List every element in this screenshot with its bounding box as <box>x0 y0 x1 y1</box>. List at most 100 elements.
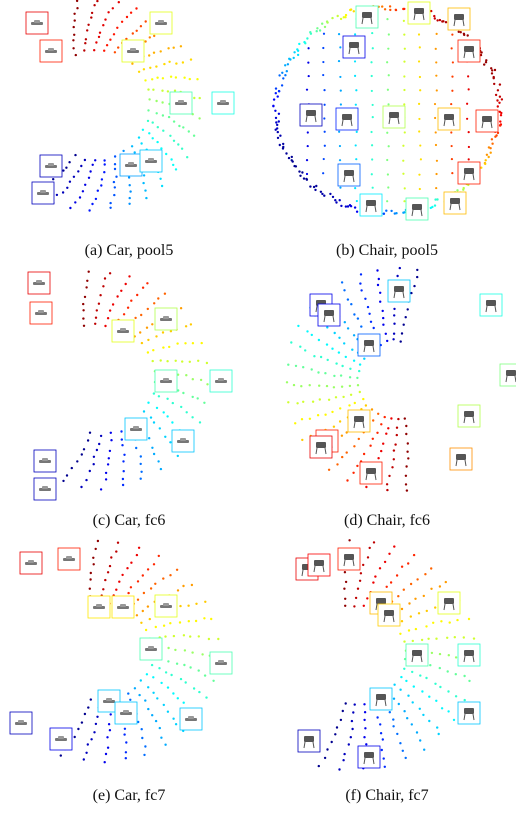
car-thumbnail-icon <box>103 698 115 703</box>
car-thumbnail-icon <box>45 48 57 53</box>
thumbnail <box>405 197 429 221</box>
panel-a: (a) Car, pool5 <box>0 0 258 270</box>
thumbnail <box>437 107 461 131</box>
thumbnail <box>347 409 371 433</box>
scatter-plot-c <box>27 270 233 501</box>
thumbnail <box>139 637 163 661</box>
thumbnail <box>119 153 143 177</box>
caption-c: (c) Car, fc6 <box>92 512 166 529</box>
car-thumbnail-icon <box>175 100 187 105</box>
chair-thumbnail-icon <box>343 554 355 567</box>
thumbnail <box>475 109 499 133</box>
chair-thumbnail-icon <box>443 598 455 611</box>
car-thumbnail-icon <box>145 158 157 163</box>
car-thumbnail-icon <box>125 162 137 167</box>
car-thumbnail-icon <box>215 660 227 665</box>
chair-thumbnail-icon <box>463 168 475 181</box>
thumbnail <box>299 103 323 127</box>
caption-d: (d) Chair, fc6 <box>344 512 430 529</box>
chair-thumbnail-icon <box>365 468 377 481</box>
chair-thumbnail-icon <box>455 454 467 467</box>
car-thumbnail-icon <box>160 603 172 608</box>
scatter-plot-a <box>25 0 235 212</box>
thumbnail <box>111 319 135 343</box>
chair-thumbnail-icon <box>375 694 387 707</box>
thumbnail <box>317 303 341 327</box>
thumbnail <box>443 191 467 215</box>
thumbnail <box>39 154 63 178</box>
thumbnail <box>139 149 163 173</box>
thumbnail <box>154 369 178 393</box>
thumbnail <box>33 449 57 473</box>
scatter-plot-f <box>295 539 481 771</box>
chair-thumbnail-icon <box>411 650 423 663</box>
chair-thumbnail-icon <box>453 14 465 27</box>
thumbnail <box>382 105 406 129</box>
car-thumbnail-icon <box>35 310 47 315</box>
thumbnail <box>335 107 359 131</box>
chair-thumbnail-icon <box>363 752 375 765</box>
car-thumbnail-icon <box>45 163 57 168</box>
thumbnail <box>169 91 193 115</box>
thumbnail <box>457 404 481 428</box>
thumbnail <box>449 447 473 471</box>
thumbnail <box>405 643 429 667</box>
chair-thumbnail-icon <box>353 416 365 429</box>
thumbnail <box>111 595 135 619</box>
car-thumbnail-icon <box>215 378 227 383</box>
thumbnail <box>387 279 411 303</box>
thumbnail <box>357 745 381 769</box>
caption-b: (b) Chair, pool5 <box>335 242 438 259</box>
car-thumbnail-icon <box>130 426 142 431</box>
thumbnail <box>457 701 481 725</box>
thumbnail <box>457 643 481 667</box>
thumbnail <box>437 591 461 615</box>
panel-c: (c) Car, fc6 <box>0 270 258 540</box>
scatter-points <box>59 539 220 764</box>
car-thumbnail-icon <box>39 486 51 491</box>
thumbnail <box>114 701 138 725</box>
scatter-points <box>62 270 209 491</box>
thumbnail <box>39 39 63 63</box>
thumbnail <box>337 547 361 571</box>
thumbnail <box>457 39 481 63</box>
thumbnail <box>124 417 148 441</box>
car-thumbnail-icon <box>117 604 129 609</box>
car-thumbnail-icon <box>127 48 139 53</box>
thumbnail <box>29 301 53 325</box>
chair-thumbnail-icon <box>463 411 475 424</box>
thumbnail <box>25 11 49 35</box>
chair-thumbnail-icon <box>443 114 455 127</box>
chair-thumbnail-icon <box>463 46 475 59</box>
panel-f: (f) Chair, fc7 <box>258 539 516 815</box>
scatter-plot-b <box>272 1 504 221</box>
chair-thumbnail-icon <box>303 736 315 749</box>
thumbnail <box>49 727 73 751</box>
chair-thumbnail-icon <box>383 610 395 623</box>
thumbnail <box>447 7 471 31</box>
chair-thumbnail-icon <box>313 560 325 573</box>
thumbnail <box>19 551 43 575</box>
thumbnail <box>359 193 383 217</box>
thumbnail <box>377 603 401 627</box>
car-thumbnail-icon <box>185 716 197 721</box>
car-thumbnail-icon <box>93 604 105 609</box>
car-thumbnail-icon <box>55 736 67 741</box>
scatter-points <box>34 0 201 212</box>
thumbnail <box>359 461 383 485</box>
panel-b: (b) Chair, pool5 <box>258 0 516 270</box>
thumbnail <box>33 477 57 501</box>
thumbnail <box>171 429 195 453</box>
thumbnail <box>369 687 393 711</box>
thumbnail <box>297 729 321 753</box>
chair-thumbnail-icon <box>323 310 335 323</box>
car-thumbnail-icon <box>160 378 172 383</box>
scatter-plot-d <box>285 266 516 492</box>
chair-thumbnail-icon <box>343 170 355 183</box>
chair-thumbnail-icon <box>463 650 475 663</box>
thumbnail <box>97 689 121 713</box>
car-thumbnail-icon <box>217 100 229 105</box>
car-thumbnail-icon <box>31 20 43 25</box>
chair-thumbnail-icon <box>341 114 353 127</box>
thumbnail <box>154 594 178 618</box>
